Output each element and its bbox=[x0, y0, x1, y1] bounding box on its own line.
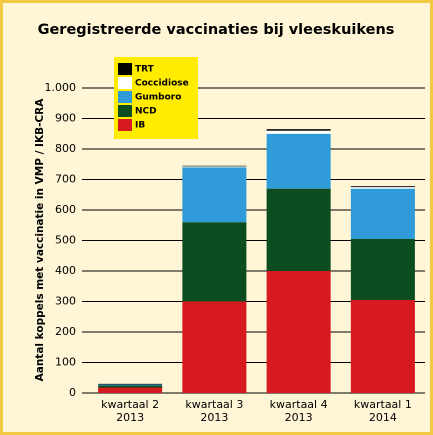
legend-label: Gumboro bbox=[135, 93, 181, 103]
bar-segment bbox=[98, 383, 163, 385]
x-tick-label: kwartaal 3 bbox=[185, 398, 243, 411]
y-axis-label: Aantal koppels met vaccinatie in VMP / I… bbox=[34, 98, 46, 382]
bar-segment bbox=[266, 129, 331, 131]
legend-swatch bbox=[118, 63, 132, 75]
x-tick-label: kwartaal 1 bbox=[354, 398, 412, 411]
x-tick-label: kwartaal 2 bbox=[101, 398, 159, 411]
bar-segment bbox=[266, 188, 331, 271]
y-tick-label: 100 bbox=[55, 356, 76, 369]
bar-segment bbox=[266, 271, 331, 393]
bar-segment bbox=[350, 186, 415, 188]
bar-segment bbox=[350, 299, 415, 393]
y-tick-label: 800 bbox=[55, 142, 76, 155]
bar-segment bbox=[98, 385, 163, 388]
y-tick-label: 0 bbox=[69, 386, 76, 399]
bar-segment bbox=[98, 384, 163, 386]
y-tick-label: 200 bbox=[55, 325, 76, 338]
x-tick-label: kwartaal 4 bbox=[270, 398, 328, 411]
legend-swatch bbox=[118, 119, 132, 131]
legend-label: TRT bbox=[135, 65, 155, 75]
y-tick-label: 700 bbox=[55, 173, 76, 186]
legend-swatch bbox=[118, 91, 132, 103]
x-tick-label: 2014 bbox=[369, 411, 397, 424]
legend-swatch bbox=[118, 77, 132, 89]
y-tick-label: 500 bbox=[55, 234, 76, 247]
bar-segment bbox=[182, 301, 247, 393]
y-tick-label: 300 bbox=[55, 295, 76, 308]
bar-segment bbox=[350, 238, 415, 300]
bar-segment bbox=[266, 130, 331, 134]
x-tick-label: 2013 bbox=[285, 411, 313, 424]
bar-segment bbox=[182, 222, 247, 302]
bar-segment bbox=[182, 166, 247, 168]
y-tick-label: 400 bbox=[55, 264, 76, 277]
legend-swatch bbox=[118, 105, 132, 117]
x-tick-label: 2013 bbox=[116, 411, 144, 424]
legend-label: Coccidiose bbox=[135, 79, 189, 89]
y-tick-label: 600 bbox=[55, 203, 76, 216]
legend-label: NCD bbox=[135, 107, 157, 117]
bar-segment bbox=[98, 387, 163, 393]
bar-segment bbox=[266, 133, 331, 189]
y-tick-label: 1.000 bbox=[45, 81, 77, 94]
bar-segment bbox=[182, 167, 247, 223]
bar-segment bbox=[350, 187, 415, 189]
y-tick-label: 900 bbox=[55, 112, 76, 125]
legend-label: IB bbox=[135, 121, 145, 131]
bar-segment bbox=[350, 188, 415, 239]
x-tick-label: 2013 bbox=[200, 411, 228, 424]
chart-title: Geregistreerde vaccinaties bij vleeskuik… bbox=[38, 22, 395, 38]
bar-segment bbox=[182, 165, 247, 167]
